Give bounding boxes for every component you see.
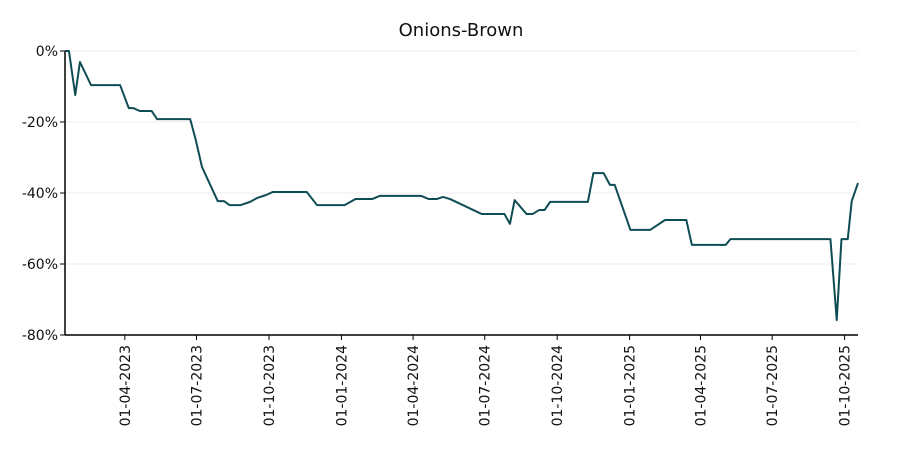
x-tick-label: 01-10-2025	[838, 345, 854, 426]
x-tick-label: 01-07-2023	[190, 345, 206, 426]
x-tick-label: 01-10-2024	[550, 345, 566, 426]
x-tick-label: 01-01-2025	[623, 345, 639, 426]
y-tick-label: 0%	[36, 44, 58, 60]
y-tick-label: -40%	[22, 186, 58, 202]
x-tick-label: 01-10-2023	[262, 345, 278, 426]
y-tick-label: -80%	[22, 328, 58, 344]
y-tick-label: -60%	[22, 257, 58, 273]
x-tick-label: 01-04-2024	[406, 345, 422, 426]
x-tick-label: 01-07-2024	[478, 345, 494, 426]
y-tick-label: -20%	[22, 115, 58, 131]
x-tick-label: 01-04-2023	[118, 345, 134, 426]
x-tick-label: 01-01-2024	[334, 345, 350, 426]
chart-title: Onions-Brown	[399, 20, 524, 41]
x-tick-label: 01-04-2025	[694, 345, 710, 426]
x-tick-label: 01-07-2025	[765, 345, 781, 426]
line	[65, 50, 859, 322]
